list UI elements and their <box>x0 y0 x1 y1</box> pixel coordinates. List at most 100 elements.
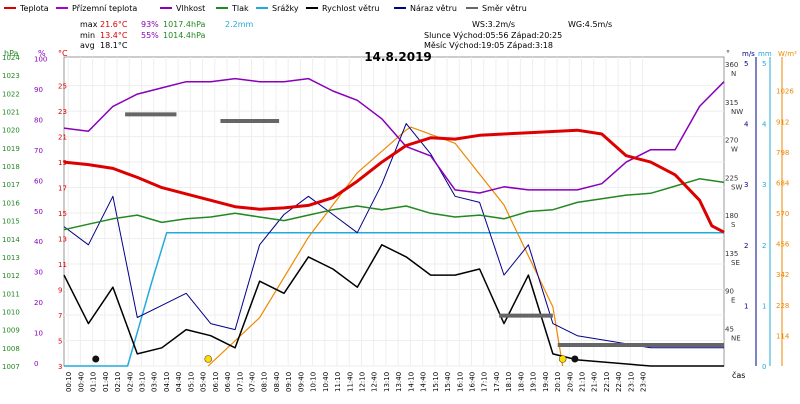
x-tick-label: 00:10 <box>65 372 73 392</box>
x-tick-label: 09:10 <box>285 372 293 392</box>
hpa-tick-label: 1019 <box>2 145 20 153</box>
x-tick-label: 07:10 <box>236 372 244 392</box>
info-wg: WG:4.5m/s <box>568 20 612 29</box>
dir-tick-label: 315 <box>725 99 738 107</box>
stats-max-rain: 2.2mm <box>225 20 254 29</box>
legend-label-5: Rychlost větru <box>322 4 379 13</box>
ms-tick-label: 5 <box>744 60 748 68</box>
x-tick-label: 18:40 <box>517 372 525 392</box>
pct-tick-label: 30 <box>34 269 43 277</box>
degc-tick-label: 19 <box>58 159 67 167</box>
hpa-tick-label: 1011 <box>2 290 20 298</box>
x-tick-label: 15:10 <box>432 372 440 392</box>
x-tick-label: 06:40 <box>224 372 232 392</box>
wm-tick-label: 228 <box>776 302 789 310</box>
degc-tick-label: 21 <box>58 134 67 142</box>
stats-max-label: max <box>80 20 98 29</box>
stats-avg-temp: 18.1°C <box>100 41 128 50</box>
x-tick-label: 07:40 <box>248 372 256 392</box>
x-tick-label: 17:10 <box>481 372 489 392</box>
pct-tick-label: 50 <box>34 208 43 216</box>
pct-tick-label: 60 <box>34 177 43 185</box>
mm-tick-label: 3 <box>762 181 766 189</box>
x-tick-label: 08:10 <box>261 372 269 392</box>
info-sun: Slunce Východ:05:56 Západ:20:25 <box>424 31 562 40</box>
dir-card-label: NE <box>731 334 741 342</box>
series-temperature-line <box>63 128 725 234</box>
x-tick-label: 21:10 <box>578 372 586 392</box>
x-tick-label: 12:40 <box>371 372 379 392</box>
x-tick-label: 01:40 <box>102 372 110 392</box>
wm-tick-label: 1026 <box>776 88 794 96</box>
stats-block: max 21.6°C 93% 1017.4hPa 2.2mm min 13.4°… <box>80 20 254 50</box>
mm-tick-label: 4 <box>762 121 767 129</box>
x-tick-label: 21:40 <box>591 372 599 392</box>
dir-tick-label: 225 <box>725 174 738 182</box>
x-tick-label: 17:40 <box>493 372 501 392</box>
wm-tick-label: 114 <box>776 332 790 340</box>
hpa-tick-label: 1014 <box>2 236 20 244</box>
degc-tick-label: 13 <box>58 236 67 244</box>
x-tick-label: 11:40 <box>346 372 354 392</box>
ms-tick-label: 4 <box>744 121 749 129</box>
hpa-tick-label: 1016 <box>2 199 20 207</box>
wm-tick-label: 570 <box>776 210 789 218</box>
legend-label-4: Srážky <box>272 4 299 13</box>
series-pressure-line <box>63 178 725 231</box>
x-tick-label: 03:10 <box>138 372 146 392</box>
degc-axis-label: °C <box>58 49 68 58</box>
stats-avg-label: avg <box>80 41 95 50</box>
stats-min-temp: 13.4°C <box>100 31 128 40</box>
hpa-tick-label: 1024 <box>2 54 20 62</box>
stats-min-label: min <box>80 31 95 40</box>
stats-min-press: 1014.4hPa <box>163 31 206 40</box>
dir-tick-label: 180 <box>725 212 738 220</box>
wm-tick-label: 456 <box>776 241 790 249</box>
dir-tick-label: 90 <box>725 288 734 296</box>
x-tick-label: 04:40 <box>175 372 183 392</box>
stats-min-hum: 55% <box>141 31 159 40</box>
x-tick-label: 16:10 <box>456 372 464 392</box>
x-tick-label: 10:40 <box>322 372 330 392</box>
dir-card-label: W <box>731 146 738 154</box>
dir-card-label: S <box>731 221 736 229</box>
wm-axis-label: W/m² <box>778 50 797 58</box>
pct-tick-label: 100 <box>34 55 47 63</box>
x-tick-label: 22:10 <box>603 372 611 392</box>
x-tick-label: 11:10 <box>334 372 342 392</box>
series-solar-line <box>207 126 564 367</box>
hpa-axis-label: hPa <box>4 49 19 58</box>
dir-card-label: SE <box>731 259 740 267</box>
legend-label-7: Směr větru <box>482 4 527 13</box>
series-wind-gust-line <box>63 123 724 349</box>
dir-card-label: NW <box>731 108 743 116</box>
degc-tick-label: 3 <box>58 363 62 371</box>
pct-tick-label: 20 <box>34 299 43 307</box>
pct-tick-label: 90 <box>34 86 43 94</box>
sun-event-marker <box>558 355 567 363</box>
x-tick-label: 19:10 <box>530 372 538 392</box>
degc-tick-label: 7 <box>58 312 62 320</box>
dir-card-label: N <box>731 70 736 78</box>
axes-layer: 00:10 00:40 01:10 01:40 02:10 02:40 03:10 03:40… <box>2 49 797 392</box>
sun-event-marker <box>204 355 213 363</box>
series-layer <box>63 77 725 367</box>
x-tick-label: 23:10 <box>627 372 635 392</box>
dir-tick-label: 45 <box>725 325 734 333</box>
mm-axis-label: mm <box>758 50 772 58</box>
hpa-tick-label: 1012 <box>2 272 20 280</box>
x-tick-label: 05:40 <box>200 372 208 392</box>
hpa-tick-label: 1023 <box>2 72 20 80</box>
x-tick-label: 10:10 <box>310 372 318 392</box>
x-tick-label: 18:10 <box>505 372 513 392</box>
info-block: WS:3.2m/s WG:4.5m/s Slunce Východ:05:56 … <box>424 20 612 50</box>
mm-tick-label: 2 <box>762 242 766 250</box>
hpa-tick-label: 1008 <box>2 345 20 353</box>
x-tick-label: 02:10 <box>114 372 122 392</box>
legend-label-3: Tlak <box>231 4 249 13</box>
moon-event-marker <box>571 355 579 363</box>
ms-axis-label: m/s <box>742 50 755 58</box>
x-tick-label: 02:40 <box>126 372 134 392</box>
